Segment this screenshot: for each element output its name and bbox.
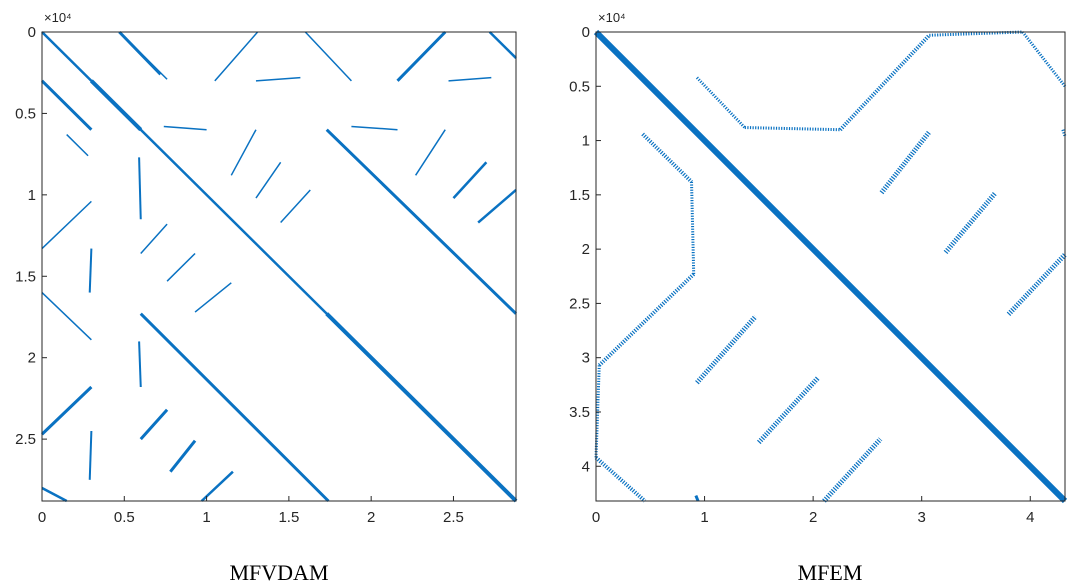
- x-tick-label-mfem-1: 1: [700, 509, 708, 526]
- nonzero-band-mfvdam-32: [88, 248, 93, 293]
- caption-mfem: MFEM: [798, 560, 863, 585]
- nonzero-band-mfem-7: [690, 181, 696, 275]
- nonzero-band-mfvdam-11: [325, 128, 518, 315]
- nonzero-band-mfvdam-2: [325, 312, 518, 503]
- nonzero-band-mfvdam-34: [40, 385, 93, 436]
- nonzero-band-mfem-12: [943, 191, 998, 254]
- x-tick-label-mfvdam-3: 1.5: [278, 509, 299, 526]
- nonzero-band-mfvdam-7: [41, 292, 92, 341]
- nonzero-band-mfvdam-9: [139, 312, 330, 503]
- plot-area-mfem: [593, 29, 1067, 504]
- y-tick-label-mfvdam-3: 1.5: [15, 268, 36, 285]
- x-ticks-mfvdam: 0 0.5 1 1.5 2 2.5: [38, 496, 464, 526]
- nonzero-band-mfvdam-37: [169, 439, 197, 473]
- y-tick-label-mfvdam-4: 2: [28, 350, 36, 367]
- exponent-label-mfem: ×10⁴: [598, 10, 626, 25]
- nonzero-band-mfvdam-14: [214, 31, 259, 82]
- nonzero-band-mfvdam-4: [143, 55, 168, 80]
- nonzero-band-mfem-8: [597, 272, 696, 367]
- nonzero-band-mfem-16: [822, 437, 883, 503]
- y-tick-label-mfem-2: 1: [582, 133, 590, 150]
- x-tick-label-mfem-0: 0: [592, 509, 600, 526]
- nonzero-band-mfem-1: [695, 76, 746, 129]
- y-tick-label-mfem-6: 3: [582, 350, 590, 367]
- axes-frame-mfem: [595, 31, 1066, 502]
- x-tick-label-mfvdam-4: 2: [367, 509, 375, 526]
- nonzero-band-mfvdam-22: [414, 129, 446, 176]
- nonzero-band-mfvdam-23: [255, 161, 282, 199]
- nonzero-band-mfvdam-18: [448, 76, 492, 82]
- y-tick-label-mfem-5: 2.5: [569, 295, 590, 312]
- axes-frame-mfvdam: [41, 31, 517, 502]
- nonzero-band-mfvdam-31: [194, 282, 232, 313]
- nonzero-band-mfem-18: [694, 495, 700, 502]
- y-tick-label-mfem-0: 0: [582, 24, 590, 41]
- y-tick-label-mfem-8: 4: [582, 458, 590, 475]
- y-tick-label-mfem-3: 1.5: [569, 187, 590, 204]
- nonzero-band-mfvdam-3: [118, 30, 162, 76]
- nonzero-band-mfem-11: [879, 130, 932, 195]
- nonzero-band-mfvdam-26: [477, 189, 517, 224]
- nonzero-band-mfem-6: [641, 132, 693, 184]
- plot-area-mfvdam: [40, 30, 518, 503]
- panel-mfem: 0 1 2 3 4 0 0.5 1 1.5 2 2.5 3 3.5 4 ×10⁴ MFEM: [569, 10, 1067, 585]
- nonzero-band-mfem-5: [1021, 31, 1067, 88]
- nonzero-band-mfvdam-5: [40, 79, 93, 131]
- y-tick-label-mfem-7: 3.5: [569, 404, 590, 421]
- caption-mfvdam: MFVDAM: [229, 560, 328, 585]
- nonzero-band-mfem-3: [838, 33, 931, 132]
- nonzero-band-mfvdam-16: [396, 30, 447, 82]
- nonzero-band-mfem-14: [695, 314, 758, 385]
- nonzero-band-mfvdam-28: [138, 157, 142, 220]
- x-ticks-mfem: 0 1 2 3 4: [592, 496, 1034, 526]
- nonzero-band-mfvdam-35: [88, 430, 93, 480]
- nonzero-band-mfem-13: [1006, 252, 1067, 316]
- nonzero-band-mfvdam-24: [452, 161, 488, 199]
- nonzero-band-mfvdam-6: [66, 134, 89, 157]
- x-tick-label-mfvdam-1: 0.5: [114, 509, 135, 526]
- nonzero-band-mfvdam-8: [41, 486, 68, 503]
- nonzero-band-mfvdam-30: [166, 252, 196, 282]
- nonzero-band-mfem-10: [594, 456, 647, 503]
- y-tick-label-mfem-4: 2: [582, 241, 590, 258]
- nonzero-band-mfvdam-27: [41, 200, 92, 250]
- x-tick-label-mfvdam-0: 0: [38, 509, 46, 526]
- nonzero-band-mfem-15: [757, 375, 821, 445]
- y-tick-label-mfvdam-5: 2.5: [15, 431, 36, 448]
- y-tick-label-mfem-1: 0.5: [569, 78, 590, 95]
- y-ticks-mfem: 0 0.5 1 1.5 2 2.5 3 3.5 4: [569, 24, 601, 475]
- y-tick-label-mfvdam-2: 1: [28, 187, 36, 204]
- nonzero-band-mfvdam-13: [488, 31, 517, 59]
- nonzero-band-mfem-0: [593, 29, 1067, 504]
- x-tick-label-mfem-2: 2: [809, 509, 817, 526]
- nonzero-band-mfvdam-36: [139, 408, 169, 441]
- nonzero-band-mfvdam-21: [230, 129, 257, 176]
- nonzero-band-mfem-2: [744, 126, 841, 132]
- nonzero-band-mfvdam-29: [140, 223, 168, 254]
- y-ticks-mfvdam: 0 0.5 1 1.5 2 2.5: [15, 24, 47, 448]
- nonzero-band-mfvdam-20: [351, 125, 398, 131]
- x-tick-label-mfvdam-2: 1: [202, 509, 210, 526]
- x-tick-label-mfvdam-5: 2.5: [443, 509, 464, 526]
- y-tick-label-mfvdam-1: 0.5: [15, 105, 36, 122]
- x-tick-label-mfem-3: 3: [918, 509, 926, 526]
- nonzero-band-mfvdam-19: [163, 125, 207, 131]
- nonzero-band-mfvdam-25: [280, 189, 311, 224]
- y-tick-label-mfvdam-0: 0: [28, 24, 36, 41]
- nonzero-band-mfvdam-12: [304, 31, 352, 82]
- nonzero-band-mfvdam-17: [255, 76, 301, 82]
- nonzero-band-mfvdam-33: [138, 341, 142, 388]
- panel-mfvdam: 0 0.5 1 1.5 2 2.5 0 0.5 1 1.5 2 2.5 ×10⁴ MFVDAM: [15, 10, 518, 585]
- x-tick-label-mfem-4: 4: [1026, 509, 1034, 526]
- nonzero-band-mfvdam-1: [89, 79, 143, 132]
- exponent-label-mfvdam: ×10⁴: [44, 10, 72, 25]
